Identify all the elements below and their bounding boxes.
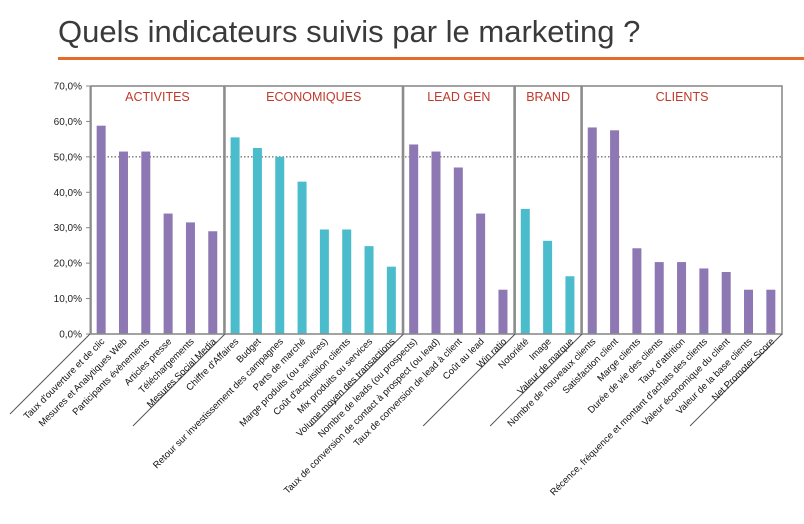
bar — [141, 151, 151, 334]
group-box — [581, 85, 783, 335]
y-tick-label: 60,0% — [54, 117, 82, 128]
bar — [654, 262, 664, 334]
category-label: Mesures et Analytiques Web — [37, 336, 130, 429]
bar — [677, 262, 687, 334]
bar — [364, 246, 374, 334]
bar — [208, 231, 218, 334]
bar — [342, 229, 352, 334]
group-divider — [311, 333, 404, 427]
bar — [386, 266, 396, 334]
bar — [744, 289, 754, 334]
bar — [721, 272, 731, 334]
group-box — [402, 85, 515, 335]
group-divider — [489, 333, 583, 427]
y-tick-label: 10,0% — [54, 294, 82, 305]
bar — [185, 222, 195, 334]
bar — [520, 208, 530, 334]
bar — [699, 268, 709, 334]
y-tick-label: 0,0% — [59, 330, 82, 341]
bar — [632, 248, 642, 334]
bar — [476, 213, 486, 334]
group-box — [514, 85, 582, 335]
bar — [275, 156, 285, 334]
group-label: BRAND — [526, 90, 570, 104]
slide-title: Quels indicateurs suivis par le marketin… — [58, 14, 641, 49]
y-tick-label: 40,0% — [54, 188, 82, 199]
group-divider — [132, 333, 226, 427]
bar — [297, 181, 307, 334]
bar — [230, 137, 240, 334]
bar — [96, 125, 106, 335]
group-label: ACTIVITES — [125, 90, 190, 104]
group-label: CLIENTS — [656, 90, 709, 104]
bar — [431, 151, 441, 334]
group-box — [224, 85, 404, 335]
bar — [498, 289, 508, 334]
chart-bars — [96, 125, 776, 335]
bar — [409, 144, 419, 334]
group-divider — [422, 333, 516, 427]
group-label: ECONOMIQUES — [266, 90, 361, 104]
bar — [453, 167, 463, 334]
bar — [766, 289, 776, 334]
bar — [163, 213, 173, 334]
group-divider — [9, 333, 91, 415]
chart-groups: ACTIVITES ECONOMIQUES LEAD GEN BRAND CLIENTS — [9, 85, 783, 427]
bar — [252, 148, 262, 334]
bar — [565, 276, 575, 334]
title-rule — [58, 57, 804, 60]
bar — [610, 130, 620, 334]
y-tick-label: 50,0% — [54, 152, 82, 163]
group-divider — [689, 333, 783, 427]
y-tick-label: 30,0% — [54, 223, 82, 234]
group-label: LEAD GEN — [427, 90, 490, 104]
group-box — [90, 85, 225, 335]
y-tick-label: 70,0% — [54, 82, 82, 93]
bar — [319, 229, 329, 334]
bar — [587, 127, 597, 334]
bar — [118, 151, 128, 334]
y-tick-label: 20,0% — [54, 259, 82, 270]
bar — [543, 240, 553, 334]
